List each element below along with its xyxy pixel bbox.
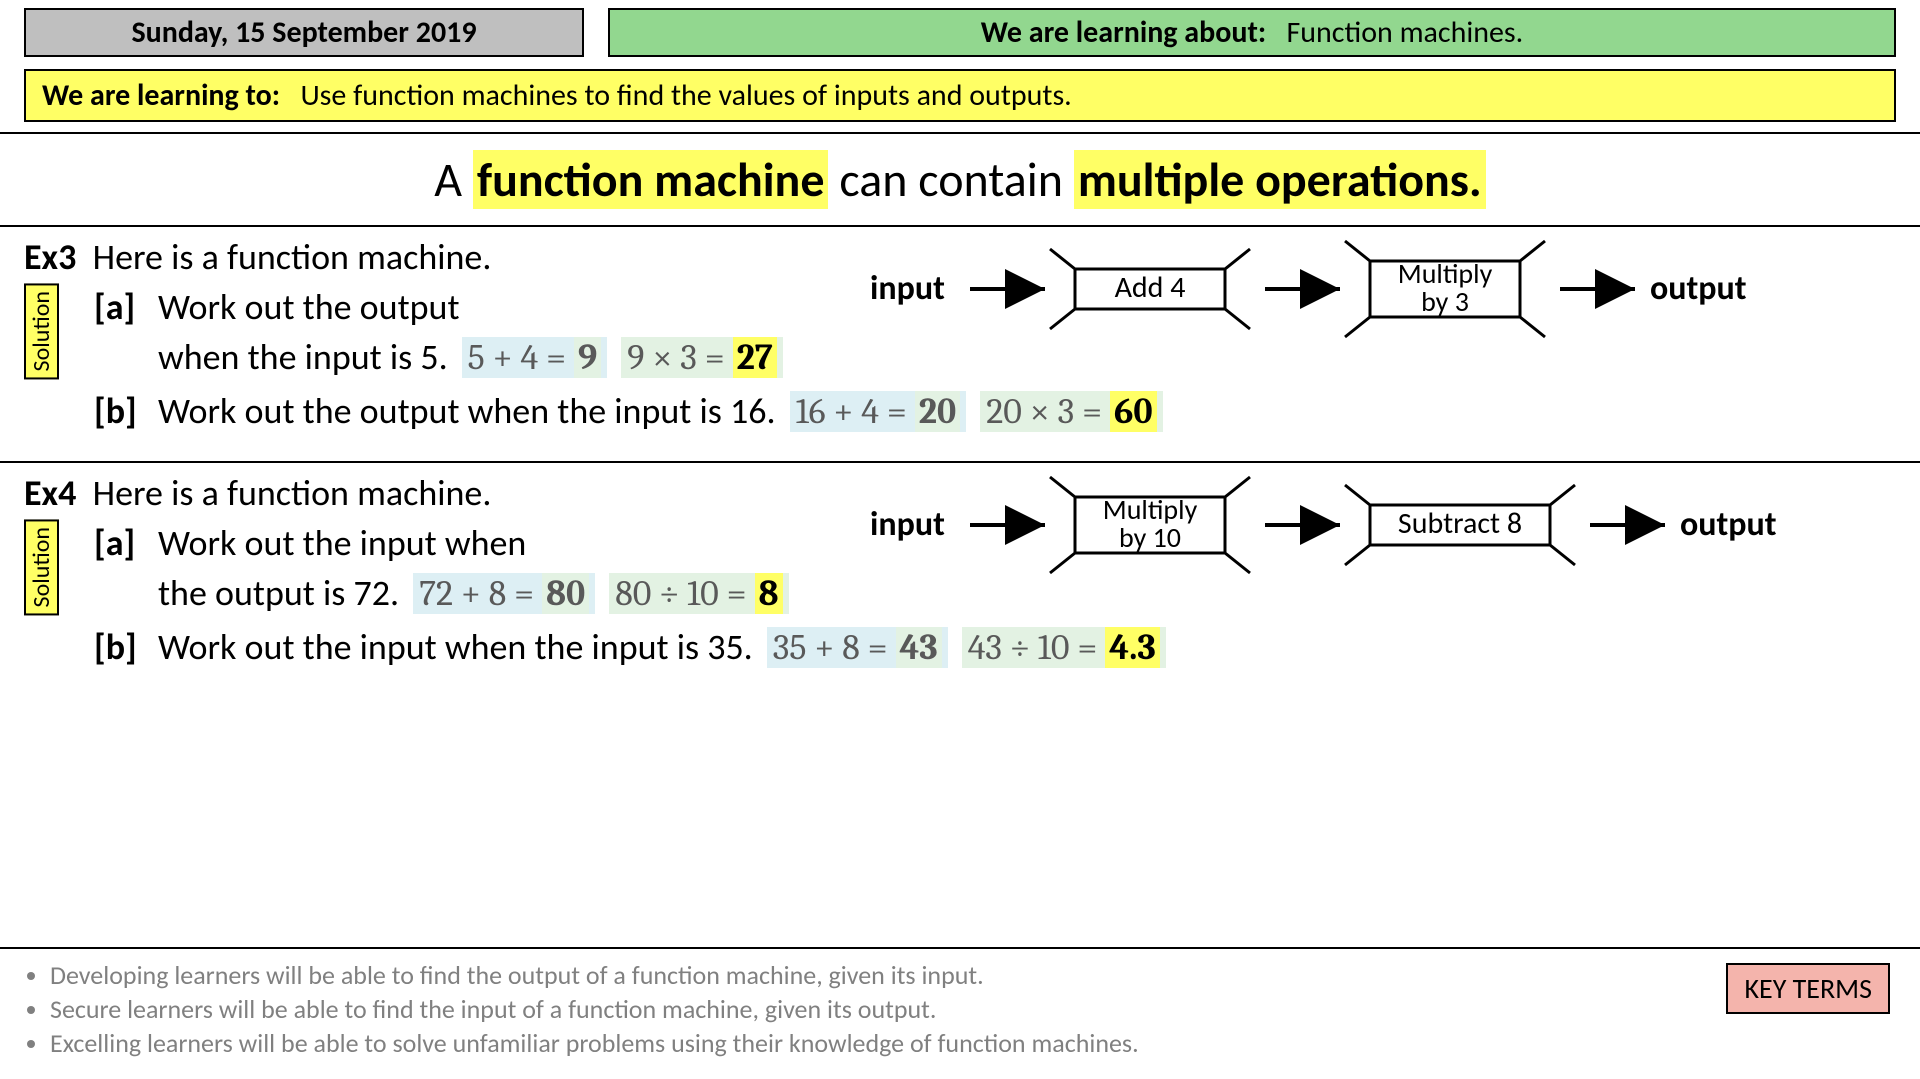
headline-pre: A	[434, 150, 473, 209]
function-machine-svg: input Add 4 Multiply by 3 output	[870, 239, 1880, 359]
ex4-title-text: Here is a function machine.	[93, 471, 492, 515]
output-label: output	[1650, 268, 1747, 309]
learning-value: Use function machines to find the values…	[300, 77, 1071, 114]
separator	[0, 225, 1920, 227]
outcome-secure: Secure learners will be able to find the…	[50, 993, 1896, 1025]
calc-step2: 43 ÷ 10 = 4.3	[962, 627, 1166, 668]
part-text-l1: Work out the output	[158, 285, 460, 329]
part-text-l2: when the input is 5.	[158, 335, 448, 379]
part-label: [b]	[94, 389, 144, 433]
ex4-part-b: [b] Work out the input when the input is…	[94, 625, 1896, 669]
learning-label: We are learning to:	[42, 77, 280, 114]
key-terms-button[interactable]: KEY TERMS	[1726, 963, 1890, 1014]
calc-step1: 72 + 8 = 80	[413, 573, 595, 614]
headline: A function machine can contain multiple …	[0, 136, 1920, 223]
ex4-label: Ex4	[24, 471, 76, 515]
learning-outcomes-list: Developing learners will be able to find…	[50, 959, 1896, 1059]
machine-box-2: Subtract 8	[1345, 485, 1575, 565]
learning-about-box: We are learning about: Function machines…	[608, 8, 1896, 57]
ex3-machine: input Add 4 Multiply by 3 output	[870, 239, 1880, 359]
outcome-developing: Developing learners will be able to find…	[50, 959, 1896, 991]
box1-line2: by 10	[1119, 520, 1181, 555]
headline-hl1: function machine	[473, 150, 829, 209]
machine-box-2: Multiply by 3	[1345, 241, 1545, 337]
part-text-l1: Work out the input when	[158, 521, 526, 565]
part-text-l2: the output is 72.	[158, 571, 399, 615]
calc-step1: 35 + 8 = 43	[767, 627, 948, 668]
headline-mid: can contain	[839, 150, 1074, 209]
learning-row: We are learning to: Use function machine…	[0, 63, 1920, 130]
learning-to-box: We are learning to: Use function machine…	[24, 69, 1896, 122]
ex4-machine: input Multiply by 10 Subtract 8 output	[870, 475, 1880, 595]
about-value-text: Function machines.	[1287, 14, 1524, 51]
outcome-excelling: Excelling learners will be able to solve…	[50, 1027, 1896, 1059]
box2-text: Subtract 8	[1398, 505, 1522, 542]
part-text: Work out the input when the input is 35.	[158, 625, 753, 669]
input-label: input	[870, 504, 945, 545]
input-label: input	[870, 268, 945, 309]
ex3-part-b: [b] Work out the output when the input i…	[94, 389, 1896, 433]
calc-step2: 9 × 3 = 27	[621, 337, 782, 378]
ex3-title-text: Here is a function machine.	[93, 235, 492, 279]
separator	[0, 461, 1920, 463]
about-value	[1273, 14, 1287, 51]
calc-step2: 20 × 3 = 60	[980, 391, 1162, 432]
ex4-block: Ex4 Here is a function machine. Solution…	[0, 465, 1920, 695]
about-label: We are learning about:	[981, 14, 1266, 51]
date-box: Sunday, 15 September 2019	[24, 8, 584, 57]
calc-step2: 80 ÷ 10 = 8	[609, 573, 788, 614]
machine-box-1: Multiply by 10	[1050, 477, 1250, 573]
ex3-block: Ex3 Here is a function machine. Solution…	[0, 229, 1920, 459]
calc-step1: 16 + 4 = 20	[790, 391, 967, 432]
header-row: Sunday, 15 September 2019 We are learnin…	[0, 0, 1920, 63]
solution-tag: Solution	[24, 519, 59, 615]
box1-text: Add 4	[1115, 269, 1186, 306]
headline-hl2: multiple operations.	[1074, 150, 1486, 209]
learning-spacer	[287, 77, 301, 114]
part-label: [a]	[94, 521, 144, 565]
part-text: Work out the output when the input is 16…	[158, 389, 776, 433]
box2-line2: by 3	[1421, 284, 1469, 319]
ex3-label: Ex3	[24, 235, 76, 279]
machine-box-1: Add 4	[1050, 249, 1250, 329]
separator	[0, 132, 1920, 134]
function-machine-svg: input Multiply by 10 Subtract 8 output	[870, 475, 1880, 595]
part-label: [a]	[94, 285, 144, 329]
part-label: [b]	[94, 625, 144, 669]
output-label: output	[1680, 504, 1777, 545]
footer: Developing learners will be able to find…	[0, 947, 1920, 1079]
calc-step1: 5 + 4 = 9	[462, 337, 608, 378]
solution-tag: Solution	[24, 283, 59, 379]
